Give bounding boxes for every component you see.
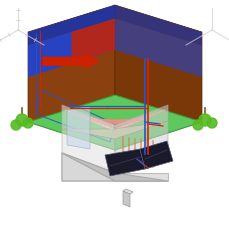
Circle shape — [198, 114, 210, 126]
Polygon shape — [71, 18, 114, 64]
Polygon shape — [67, 106, 90, 149]
Polygon shape — [114, 5, 201, 46]
Polygon shape — [114, 105, 167, 173]
Circle shape — [23, 118, 33, 128]
Polygon shape — [62, 153, 114, 181]
Polygon shape — [123, 189, 132, 194]
Polygon shape — [28, 5, 114, 122]
Polygon shape — [62, 153, 167, 181]
Polygon shape — [114, 173, 167, 181]
Polygon shape — [114, 18, 201, 77]
Circle shape — [16, 114, 28, 126]
Polygon shape — [28, 18, 114, 77]
Polygon shape — [65, 110, 164, 130]
Polygon shape — [62, 153, 114, 181]
Circle shape — [192, 120, 202, 130]
FancyArrow shape — [43, 54, 98, 68]
Polygon shape — [62, 121, 167, 139]
Polygon shape — [28, 5, 114, 46]
Polygon shape — [62, 153, 114, 181]
Polygon shape — [105, 149, 144, 176]
Circle shape — [11, 120, 21, 130]
Circle shape — [206, 118, 216, 128]
Polygon shape — [28, 95, 201, 150]
Polygon shape — [139, 141, 172, 169]
Polygon shape — [123, 191, 129, 207]
Polygon shape — [114, 5, 201, 122]
Polygon shape — [62, 105, 114, 173]
